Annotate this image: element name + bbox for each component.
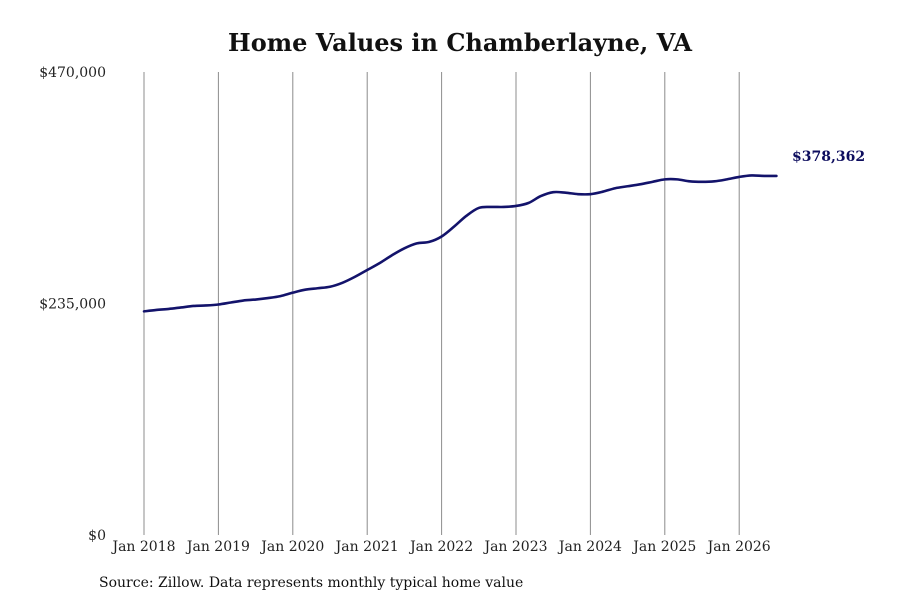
end-value-label: $378,362 xyxy=(792,149,865,165)
series-layer xyxy=(142,174,778,313)
x-tick-label: Jan 2026 xyxy=(706,539,771,555)
y-tick-label: $235,000 xyxy=(39,297,106,313)
x-tick-label: Jan 2021 xyxy=(334,539,399,555)
x-tick-label: Jan 2025 xyxy=(631,539,696,555)
source-caption: Source: Zillow. Data represents monthly … xyxy=(99,575,523,591)
x-tick-label: Jan 2018 xyxy=(110,539,175,555)
chart-title: Home Values in Chamberlayne, VA xyxy=(228,28,692,57)
x-tick-label: Jan 2023 xyxy=(482,539,547,555)
x-tick-label: Jan 2022 xyxy=(408,539,473,555)
series-line-home-value xyxy=(142,174,778,313)
x-tick-label: Jan 2020 xyxy=(259,539,324,555)
grid-layer xyxy=(143,72,740,535)
x-tick-label: Jan 2024 xyxy=(557,539,622,555)
y-tick-label: $470,000 xyxy=(39,65,106,81)
y-tick-label: $0 xyxy=(88,528,106,544)
x-tick-label: Jan 2019 xyxy=(185,539,250,555)
y-axis: $0 $235,000 $470,000 xyxy=(39,65,106,544)
x-axis: Jan 2018 Jan 2019 Jan 2020 Jan 2021 Jan 2022… xyxy=(110,539,770,555)
